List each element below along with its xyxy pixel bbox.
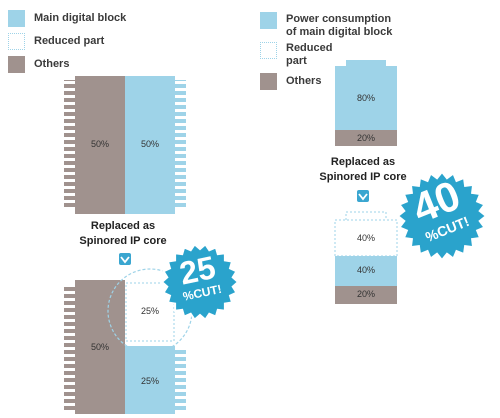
- legend-label-reduced: Reduced part: [34, 35, 105, 47]
- chip-bottom-others: [75, 280, 125, 414]
- chip-top-others: [75, 76, 125, 214]
- legend-swatch-others: [8, 56, 25, 73]
- chip-bottom-left-pins: [64, 284, 76, 410]
- legend-label-others: Others: [34, 58, 70, 70]
- legend-label-power-line1: Power consumption: [286, 13, 392, 25]
- battery-bottom-main: [335, 256, 397, 286]
- legend-swatch-reduced: [8, 33, 25, 50]
- chip-top-others-pct: 50%: [90, 139, 109, 149]
- chip-bottom-reduced-pct: 25%: [140, 306, 159, 316]
- replaced-caption-left-line2: Spinored IP core: [79, 235, 167, 247]
- battery-top-main-pct: 80%: [356, 93, 375, 103]
- legend-swatch-others-right: [260, 73, 277, 90]
- battery-bottom-others: [335, 286, 397, 304]
- chip-top-main: [125, 76, 175, 214]
- battery-top-terminal: [346, 60, 386, 68]
- battery-top-main: [335, 66, 397, 130]
- battery-bottom-others-pct: 20%: [356, 289, 375, 299]
- chip-top-left-pins: [64, 80, 76, 210]
- chip-bottom-main-pct: 25%: [140, 376, 159, 386]
- legend-swatch-power: [260, 12, 277, 29]
- chip-top: [64, 76, 186, 214]
- chip-bottom-right-pins: [174, 350, 186, 410]
- chip-top-main-pct: 50%: [140, 139, 159, 149]
- legend-swatch-main: [8, 10, 25, 27]
- down-arrow-icon: [357, 190, 369, 202]
- cut-badge-25-text: 25 %CUT!: [157, 239, 242, 324]
- cut-badge-25: [160, 242, 240, 322]
- battery-top-others: [335, 130, 397, 146]
- legend-label-others-right: Others: [286, 75, 322, 87]
- battery-bottom-reduced-pct: 40%: [356, 233, 375, 243]
- replaced-caption-left: Replaced as Spinored IP core: [58, 219, 188, 249]
- battery-bottom-main-pct: 40%: [356, 265, 375, 275]
- replaced-caption-right-line1: Replaced as: [330, 156, 396, 168]
- replaced-caption-left-line1: Replaced as: [90, 220, 156, 232]
- replaced-caption-right: Replaced as Spinored IP core: [298, 155, 428, 185]
- legend-label-main: Main digital block: [34, 12, 127, 24]
- legend-label-power: Power consumption of main digital block: [286, 13, 392, 39]
- legend-swatch-reduced-right: [260, 42, 277, 59]
- battery-bottom: [334, 211, 398, 304]
- battery-top: [335, 60, 397, 146]
- legend-label-reduced-right: Reduced part: [286, 42, 332, 68]
- legend-label-reduced-right-line1: Reduced: [286, 42, 333, 54]
- cut-badge-40: [396, 170, 488, 262]
- legend-label-power-line2: of main digital block: [286, 26, 393, 38]
- chip-bottom-others-pct: 50%: [90, 342, 109, 352]
- chip-bottom: [64, 268, 193, 414]
- down-arrow-icon: [119, 253, 131, 265]
- chip-bottom-reduced: [125, 282, 175, 342]
- legend-label-reduced-right-line2: part: [286, 55, 307, 67]
- battery-top-others-pct: 20%: [356, 133, 375, 143]
- chip-top-right-pins: [174, 80, 186, 210]
- battery-bottom-reduced: [334, 219, 398, 257]
- chip-bottom-main: [125, 346, 175, 414]
- replaced-caption-right-line2: Spinored IP core: [319, 171, 407, 183]
